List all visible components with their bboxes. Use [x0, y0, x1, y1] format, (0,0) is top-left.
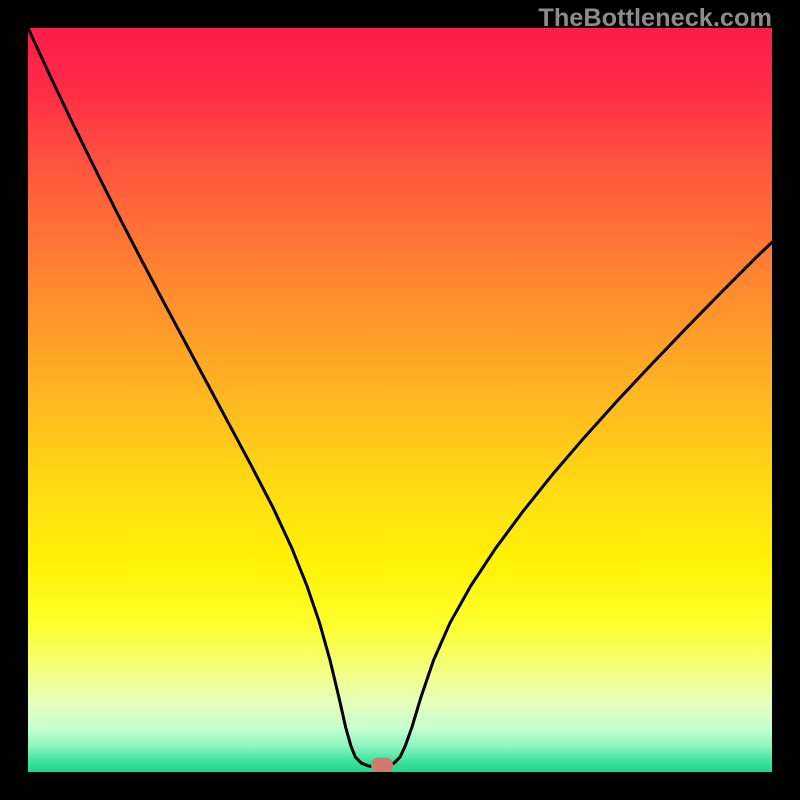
optimum-marker — [371, 757, 393, 772]
plot-area — [28, 28, 772, 772]
bottleneck-curve — [28, 28, 772, 772]
watermark-text: TheBottleneck.com — [538, 4, 772, 33]
